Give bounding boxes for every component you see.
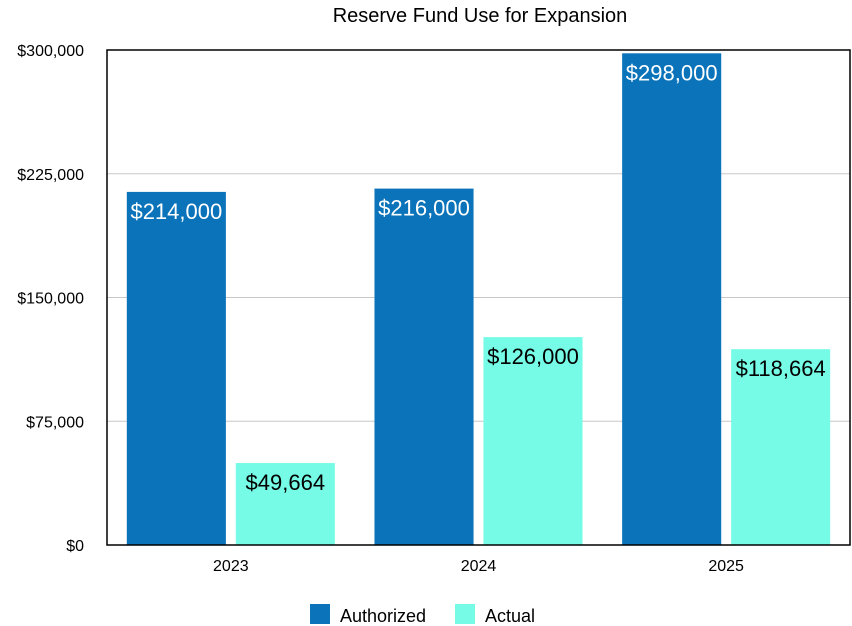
data-label-actual-2023: $49,664 — [246, 470, 326, 495]
legend-label-actual: Actual — [485, 606, 535, 626]
x-axis-tick-labels: 2023 2024 2025 — [213, 558, 744, 575]
bar-authorized-2023 — [126, 191, 226, 545]
x-tick-label: 2023 — [213, 558, 249, 575]
bars — [126, 53, 831, 546]
legend-swatch-authorized — [310, 604, 330, 624]
data-label-authorized-2024: $216,000 — [378, 196, 470, 221]
chart-title: Reserve Fund Use for Expansion — [333, 5, 628, 27]
x-tick-label: 2025 — [708, 558, 744, 575]
legend-swatch-actual — [455, 604, 475, 624]
y-tick-label: $0 — [66, 538, 84, 555]
bar-authorized-2024 — [374, 188, 474, 545]
data-label-actual-2025: $118,664 — [736, 356, 826, 381]
bar-authorized-2025 — [622, 53, 722, 546]
plot-area-frame — [106, 49, 851, 546]
y-tick-label: $150,000 — [17, 291, 84, 308]
data-labels: $214,000 $49,664 $216,000 $126,000 $298,000 $… — [130, 60, 825, 495]
legend: Authorized Actual — [310, 604, 535, 626]
bar-actual-2024 — [483, 337, 583, 545]
y-tick-label: $300,000 — [17, 43, 84, 60]
bar-actual-2025 — [731, 349, 831, 545]
y-axis-tick-labels: $0 $75,000 $150,000 $225,000 $300,000 — [17, 43, 84, 555]
bar-actual-2023 — [235, 463, 335, 545]
x-tick-label: 2024 — [461, 558, 497, 575]
y-tick-label: $225,000 — [17, 167, 84, 184]
gridlines — [107, 173, 850, 422]
data-label-actual-2024: $126,000 — [487, 344, 579, 369]
y-tick-label: $75,000 — [26, 414, 84, 431]
data-label-authorized-2025: $298,000 — [626, 60, 718, 85]
data-label-authorized-2023: $214,000 — [130, 199, 222, 224]
legend-label-authorized: Authorized — [340, 606, 426, 626]
